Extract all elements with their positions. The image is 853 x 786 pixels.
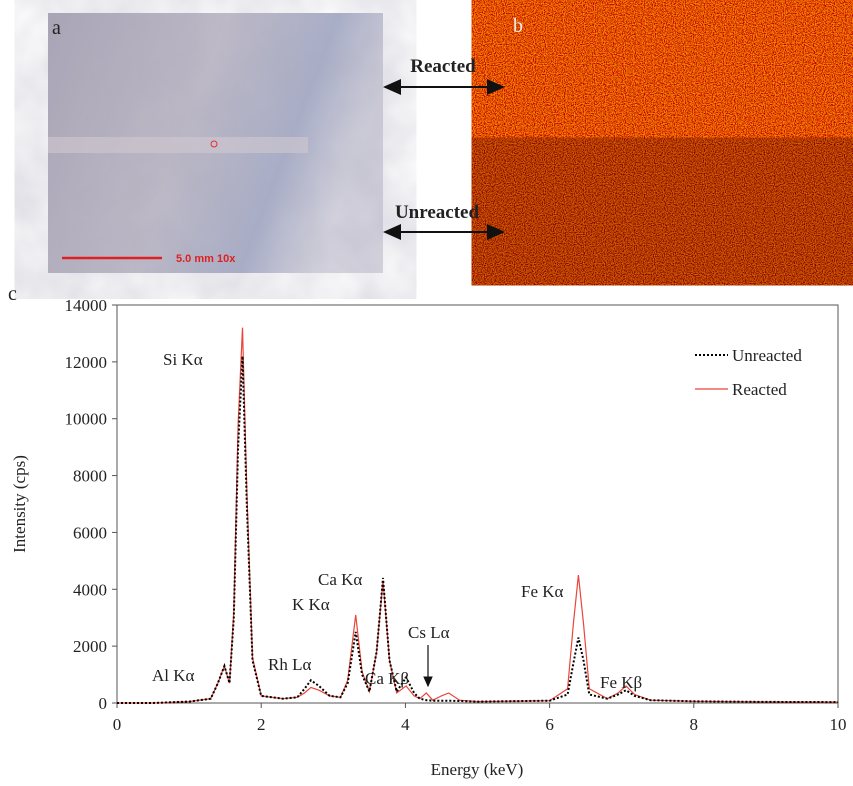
plot-frame xyxy=(116,304,839,704)
panel-a: 5.0 mm 10x a xyxy=(48,13,383,273)
peak-label: Fe Kβ xyxy=(600,673,642,692)
x-tick-label: 0 xyxy=(113,715,122,734)
y-tick-label: 10000 xyxy=(65,410,108,429)
x-tick-label: 2 xyxy=(257,715,266,734)
peak-label: Ca Kβ xyxy=(365,669,409,688)
peak-label: K Kα xyxy=(292,595,330,614)
y-tick-label: 6000 xyxy=(73,523,107,542)
x-axis-label: Energy (keV) xyxy=(431,760,524,779)
map-unreacted xyxy=(505,150,840,273)
scale-label: 5.0 mm 10x xyxy=(176,253,236,265)
y-tick-label: 14000 xyxy=(65,296,108,315)
x-tick-label: 4 xyxy=(401,715,410,734)
x-tick-label: 8 xyxy=(690,715,699,734)
panel-b: b xyxy=(505,13,840,273)
x-tick-label: 10 xyxy=(830,715,847,734)
series-line xyxy=(117,327,839,704)
y-tick-label: 8000 xyxy=(73,467,107,486)
peak-label: Si Kα xyxy=(163,350,203,369)
legend-label: Reacted xyxy=(732,380,787,399)
y-axis-label: Intensity (cps) xyxy=(10,455,29,553)
peak-label: Rh Lα xyxy=(268,655,311,674)
peak-label: Fe Kα xyxy=(521,582,564,601)
peak-label: Al Kα xyxy=(152,666,195,685)
panel-label: c xyxy=(8,283,17,305)
peak-label: Cs Lα xyxy=(408,623,450,642)
reaction-line xyxy=(48,137,308,153)
peak-label: Ca Kα xyxy=(318,570,362,589)
reacted-label: Reacted xyxy=(410,56,476,77)
panel-label: a xyxy=(52,17,61,39)
map-reacted xyxy=(505,13,840,150)
unreacted-label: Unreacted xyxy=(395,202,480,223)
marker xyxy=(210,140,218,148)
panel-label: b xyxy=(513,15,523,37)
y-tick-label: 2000 xyxy=(73,637,107,656)
y-tick-label: 12000 xyxy=(65,353,108,372)
x-tick-label: 6 xyxy=(545,715,554,734)
series-line xyxy=(117,356,839,704)
y-tick-label: 0 xyxy=(99,694,108,713)
y-tick-label: 4000 xyxy=(73,580,107,599)
legend-label: Unreacted xyxy=(732,346,802,365)
